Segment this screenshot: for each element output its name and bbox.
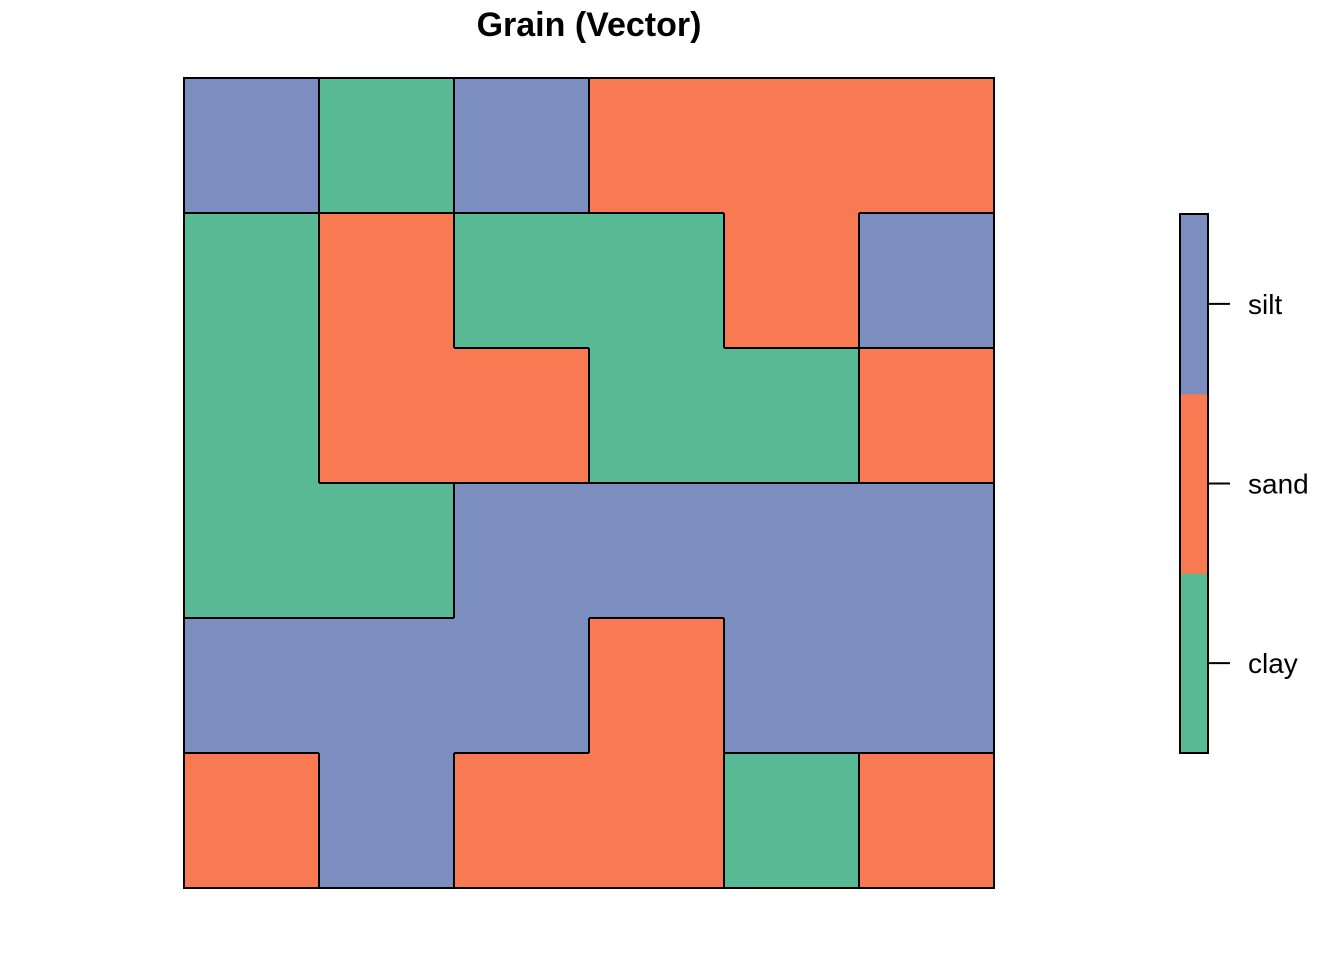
map-cell-sand bbox=[184, 753, 320, 889]
map-cell-silt bbox=[724, 483, 860, 619]
map-cell-sand bbox=[589, 753, 725, 889]
map-cell-sand bbox=[319, 213, 455, 349]
map-cell-sand bbox=[859, 78, 995, 214]
map-cell-silt bbox=[859, 213, 995, 349]
map-cell-sand bbox=[454, 753, 590, 889]
map-cell-silt bbox=[589, 483, 725, 619]
map-cell-sand bbox=[319, 348, 455, 484]
map-cell-clay bbox=[724, 753, 860, 889]
legend-label-sand: sand bbox=[1248, 469, 1309, 500]
map-cell-silt bbox=[319, 753, 455, 889]
map-cell-clay bbox=[184, 483, 320, 619]
legend-swatch-silt bbox=[1180, 214, 1208, 395]
map-cell-silt bbox=[859, 483, 995, 619]
map-cell-sand bbox=[724, 213, 860, 349]
map-cell-sand bbox=[724, 78, 860, 214]
legend-swatch-sand bbox=[1180, 393, 1208, 574]
map-cell-silt bbox=[859, 618, 995, 754]
map-borders bbox=[183, 77, 995, 889]
map-cell-silt bbox=[454, 618, 590, 754]
map-cell-clay bbox=[454, 213, 590, 349]
map-cell-clay bbox=[589, 348, 725, 484]
map-cell-silt bbox=[319, 618, 455, 754]
map-cell-sand bbox=[859, 348, 995, 484]
map-cell-silt bbox=[184, 78, 320, 214]
map-cell-silt bbox=[724, 618, 860, 754]
map-cell-sand bbox=[454, 348, 590, 484]
map-cell-clay bbox=[184, 348, 320, 484]
legend-swatch-clay bbox=[1180, 573, 1208, 754]
map-cell-silt bbox=[454, 78, 590, 214]
map-cell-silt bbox=[454, 483, 590, 619]
legend-bar-outline bbox=[1179, 213, 1209, 754]
map-cell-clay bbox=[724, 348, 860, 484]
map-cell-clay bbox=[184, 213, 320, 349]
legend-label-clay: clay bbox=[1248, 648, 1298, 679]
map-outline bbox=[183, 77, 995, 889]
map-cell-sand bbox=[589, 618, 725, 754]
legend-label-silt: silt bbox=[1248, 289, 1282, 320]
map-cell-sand bbox=[859, 753, 995, 889]
map-cell-clay bbox=[589, 213, 725, 349]
map-cell-clay bbox=[319, 483, 455, 619]
map-cell-silt bbox=[184, 618, 320, 754]
map-cell-clay bbox=[319, 78, 455, 214]
polygon-boundaries bbox=[184, 78, 994, 888]
map-cells bbox=[184, 78, 995, 889]
chart-title: Grain (Vector) bbox=[477, 6, 702, 44]
legend: clay sand silt bbox=[1179, 213, 1309, 754]
map-cell-sand bbox=[589, 78, 725, 214]
